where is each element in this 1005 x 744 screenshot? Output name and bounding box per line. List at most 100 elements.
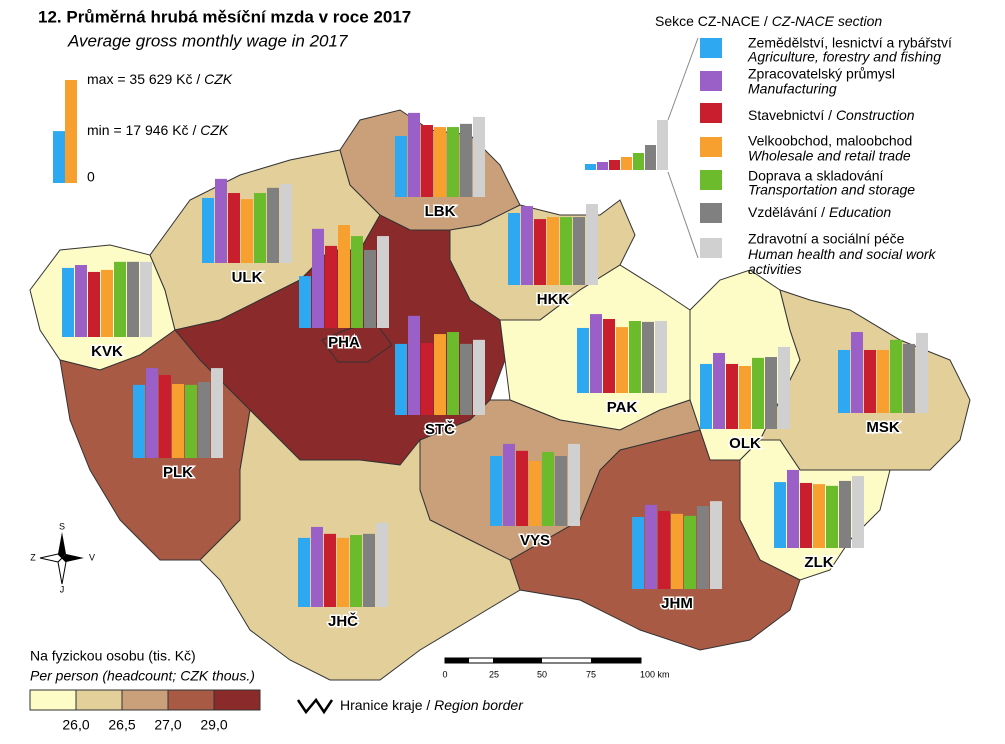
legend-label-en: Manufacturing [748,81,837,97]
legend-connector [667,171,699,259]
legend-label-cs: Stavebnictví / [748,107,832,123]
scale-label-unit: CZK [204,71,233,87]
bar [338,225,350,328]
bar [215,178,227,263]
bar [490,456,502,526]
bar [211,368,223,458]
bar [241,199,253,263]
scale-label-text: max = 35 629 Kč / [87,71,200,87]
bar [267,187,279,263]
bar [434,334,446,415]
scale-tick: 50 [537,669,547,679]
legend-icon-bar [645,145,656,170]
legend-swatch [700,71,722,91]
legend-swatch [700,38,722,58]
legend-label-en: Human health and social work activities [748,246,937,277]
compass-arrow [39,553,63,563]
bar [351,236,363,328]
bar [408,315,420,415]
bar [700,363,712,429]
bar [852,476,864,548]
legend-title-cs: Sekce CZ-NACE / [655,13,768,29]
bar [778,346,790,429]
bar [787,469,799,548]
bar [395,343,407,415]
bar [726,363,738,429]
bar [421,343,433,415]
bar [529,460,541,526]
region-code: STČ [425,420,455,438]
legend-icon-bar [585,164,596,170]
subtitle: Average gross monthly wage in 2017 [67,31,348,50]
legend-label-cs: Velkoobchod, maloobchod [748,133,912,149]
legend-label-cs: Zpracovatelský průmysl [748,66,895,82]
scale-label-unit: CZK [200,122,229,138]
bar [254,193,266,263]
legend-label: Vzdělávání / Education [748,204,891,220]
class-break: 26,5 [108,717,135,733]
bar [521,206,533,285]
bar [697,506,709,589]
bar [324,533,336,607]
bar [311,526,323,607]
class-break: 29,0 [200,717,227,733]
legend-swatch [700,203,722,223]
bar-charts: KVK ULK LBK HKK STČ PHA PLK PAK OLK MSK ZLK JHM VYS J… [62,112,928,631]
bar [864,349,876,413]
legend-label-en-line: Human health and social work [748,246,937,262]
class-title: Na fyzickou osobu (tis. Kč) [30,648,196,664]
scale-tick: 0 [442,669,447,679]
bar [185,384,197,458]
bar [172,383,184,458]
class-break: 27,0 [154,717,181,733]
scale-bar-segment [445,658,469,663]
bar [534,219,546,285]
legend-label-cs: Vzdělávání / [748,204,825,220]
bar [877,349,889,413]
bar [577,327,589,393]
scale-bar [444,657,642,664]
class-swatch [75,689,123,711]
bar [508,213,520,285]
bar [739,365,751,429]
compass-w: Z [30,552,36,562]
bar [447,127,459,197]
bar [159,375,171,458]
region-code: ULK [232,269,263,286]
bar [629,321,641,393]
region [321,321,393,363]
bar [114,261,126,337]
legend-icon-bar [621,157,632,170]
class-swatch [29,689,77,711]
bar [88,271,100,337]
bar [671,513,683,589]
bar [312,228,324,328]
scale-label: min = 17 946 Kč / CZK [87,122,229,138]
legend-swatch [700,238,722,258]
compass-arrow [62,554,84,562]
bar [586,204,598,285]
region-code: LBK [425,203,456,220]
title: 12. Průměrná hrubá měsíční mzda v roce 2… [38,7,411,26]
bar [473,116,485,197]
compass-arrow [57,557,67,585]
bar [916,332,928,413]
class-swatch [121,689,169,711]
bar [684,515,696,589]
scale-label-text: min = 17 946 Kč / [87,122,196,138]
bar [101,269,113,337]
scale-tick: 100 km [640,669,670,679]
bar [603,318,615,393]
legend-label-en-line: activities [748,261,802,277]
bar [645,504,657,589]
bar [473,339,485,415]
class-swatch [167,689,215,711]
bar [752,357,764,429]
region-code: KVK [91,343,123,360]
class-swatch [213,689,261,711]
region-code: MSK [866,419,900,436]
bar [408,112,420,197]
bar [350,535,362,607]
legend-label: Stavebnictví / Construction [748,107,915,123]
